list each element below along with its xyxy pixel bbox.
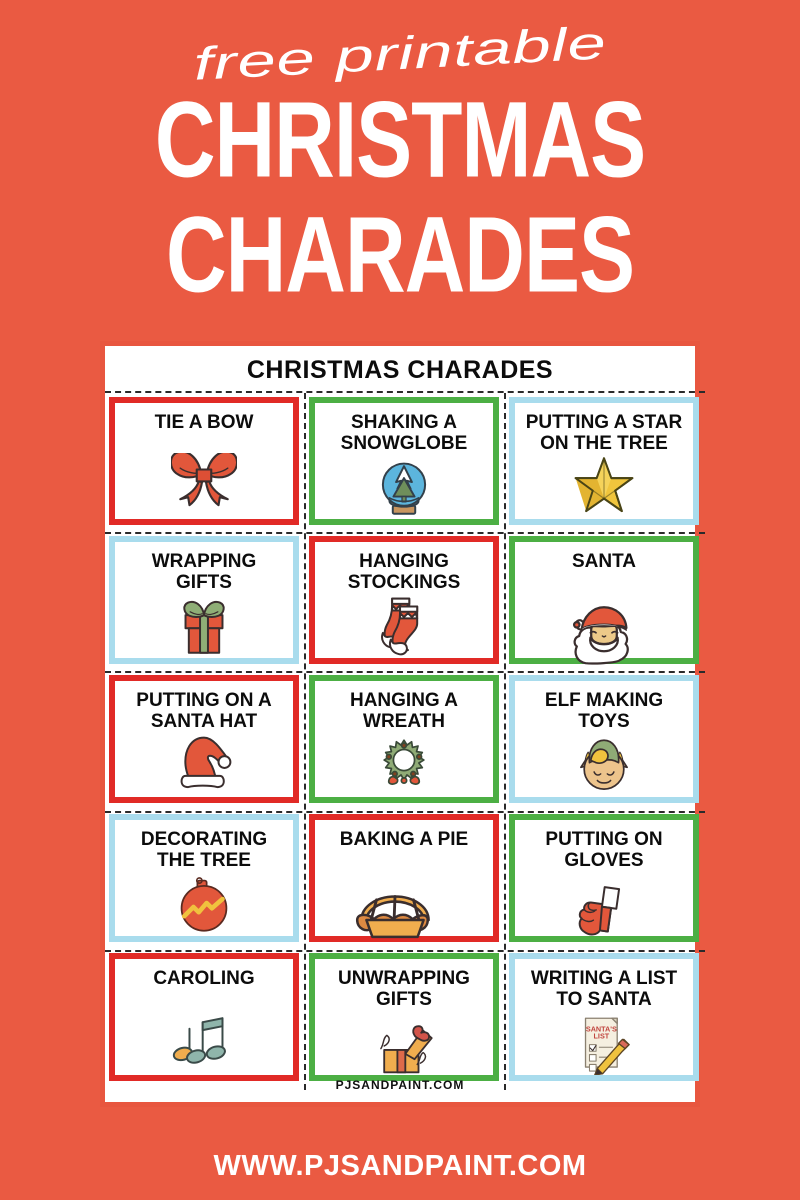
- svg-text:LIST: LIST: [594, 1032, 610, 1041]
